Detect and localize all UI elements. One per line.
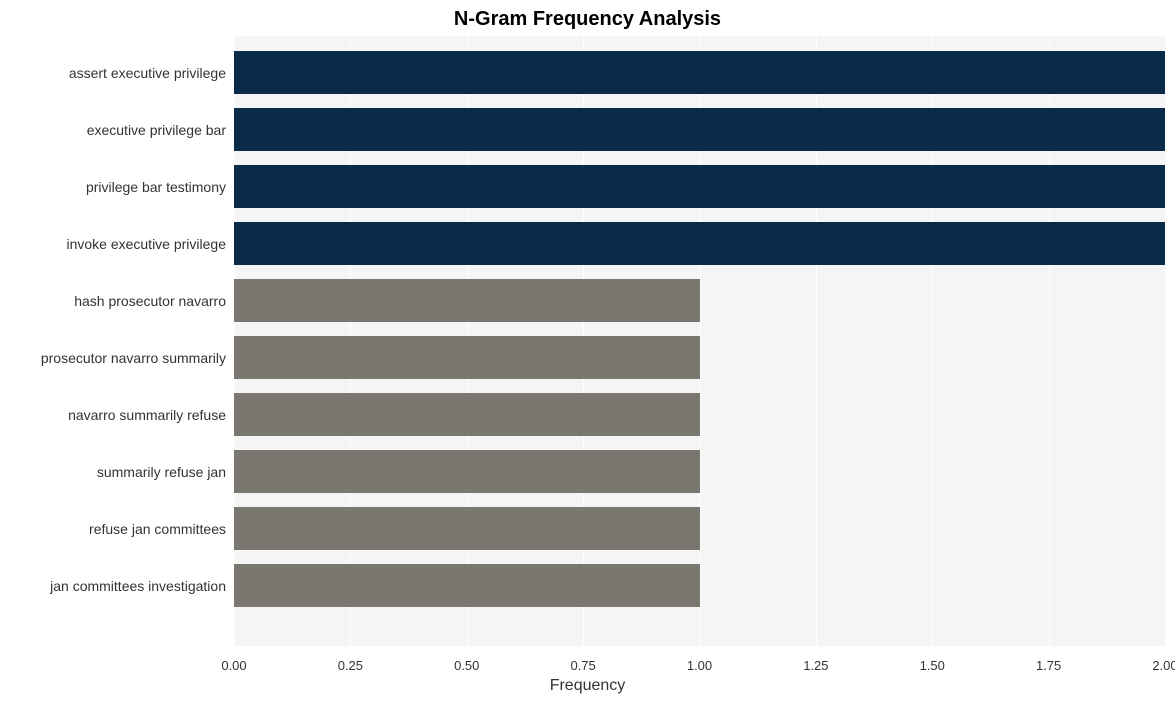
x-axis-label: Frequency [0, 677, 1175, 695]
chart-title: N-Gram Frequency Analysis [0, 8, 1175, 31]
x-tick-label: 0.75 [570, 658, 595, 673]
y-tick-label: prosecutor navarro summarily [1, 350, 226, 366]
y-tick-label: navarro summarily refuse [1, 407, 226, 423]
y-tick-label: privilege bar testimony [1, 179, 226, 195]
bar [234, 222, 1165, 265]
y-tick-label: hash prosecutor navarro [1, 293, 226, 309]
bar [234, 564, 700, 607]
x-tick-label: 1.00 [687, 658, 712, 673]
x-tick-label: 0.25 [338, 658, 363, 673]
bar [234, 108, 1165, 151]
y-tick-label: summarily refuse jan [1, 464, 226, 480]
x-tick-label: 2.00 [1152, 658, 1175, 673]
y-tick-label: refuse jan committees [1, 521, 226, 537]
bar [234, 336, 700, 379]
bar [234, 393, 700, 436]
gridline [1165, 36, 1166, 646]
ngram-frequency-chart: N-Gram Frequency Analysis Frequency asse… [0, 0, 1175, 701]
x-tick-label: 1.75 [1036, 658, 1061, 673]
y-tick-label: executive privilege bar [1, 122, 226, 138]
x-tick-label: 0.50 [454, 658, 479, 673]
plot-area [234, 36, 1165, 646]
y-tick-label: jan committees investigation [1, 578, 226, 594]
x-tick-label: 0.00 [221, 658, 246, 673]
x-tick-label: 1.25 [803, 658, 828, 673]
bar [234, 51, 1165, 94]
bar [234, 279, 700, 322]
y-tick-label: invoke executive privilege [1, 236, 226, 252]
bar [234, 450, 700, 493]
y-tick-label: assert executive privilege [1, 65, 226, 81]
bar [234, 165, 1165, 208]
x-tick-label: 1.50 [920, 658, 945, 673]
bar [234, 507, 700, 550]
